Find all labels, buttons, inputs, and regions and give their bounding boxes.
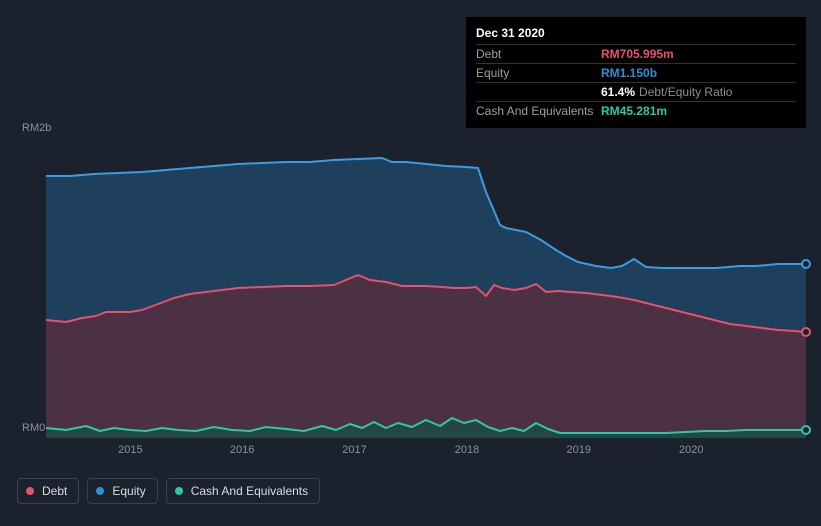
y-axis-min-label: RM0	[22, 422, 45, 434]
legend-label: Equity	[112, 484, 145, 498]
legend-dot-icon	[96, 487, 104, 495]
tooltip-date: Dec 31 2020	[476, 25, 796, 45]
chart-legend: Debt Equity Cash And Equivalents	[17, 478, 320, 504]
tooltip-row: DebtRM705.995m	[476, 45, 796, 64]
chart-plot-area[interactable]	[46, 140, 806, 438]
y-axis-max-label: RM2b	[22, 122, 51, 134]
tooltip-row-label: Cash And Equivalents	[476, 103, 601, 119]
debt-end-marker	[801, 327, 811, 337]
financial-area-chart: { "tooltip": { "date": "Dec 31 2020", "r…	[0, 0, 821, 526]
legend-item-equity[interactable]: Equity	[87, 478, 157, 504]
chart-svg	[46, 140, 806, 438]
legend-dot-icon	[175, 487, 183, 495]
legend-label: Debt	[42, 484, 67, 498]
x-tick-label: 2015	[118, 444, 142, 456]
tooltip-row-label: Equity	[476, 65, 601, 81]
tooltip-row: EquityRM1.150b	[476, 64, 796, 83]
tooltip-rows: DebtRM705.995mEquityRM1.150b61.4%Debt/Eq…	[476, 45, 796, 120]
x-tick-label: 2019	[567, 444, 591, 456]
tooltip-row-label	[476, 84, 601, 100]
legend-dot-icon	[26, 487, 34, 495]
x-axis: 2015 2016 2017 2018 2019 2020	[46, 444, 806, 462]
tooltip-row-label: Debt	[476, 46, 601, 62]
x-tick-label: 2017	[342, 444, 366, 456]
cash-end-marker	[801, 425, 811, 435]
tooltip-row-suffix: Debt/Equity Ratio	[639, 85, 732, 99]
tooltip-row: 61.4%Debt/Equity Ratio	[476, 83, 796, 102]
tooltip-row-value: 61.4%Debt/Equity Ratio	[601, 84, 732, 100]
tooltip-row-value: RM45.281m	[601, 103, 667, 119]
chart-tooltip: Dec 31 2020 DebtRM705.995mEquityRM1.150b…	[466, 17, 806, 128]
legend-item-cash-and-equivalents[interactable]: Cash And Equivalents	[166, 478, 320, 504]
tooltip-row: Cash And EquivalentsRM45.281m	[476, 102, 796, 120]
x-tick-label: 2016	[230, 444, 254, 456]
x-tick-label: 2018	[455, 444, 479, 456]
tooltip-row-value: RM1.150b	[601, 65, 657, 81]
legend-label: Cash And Equivalents	[191, 484, 308, 498]
legend-item-debt[interactable]: Debt	[17, 478, 79, 504]
equity-end-marker	[801, 259, 811, 269]
tooltip-row-value: RM705.995m	[601, 46, 674, 62]
x-tick-label: 2020	[679, 444, 703, 456]
